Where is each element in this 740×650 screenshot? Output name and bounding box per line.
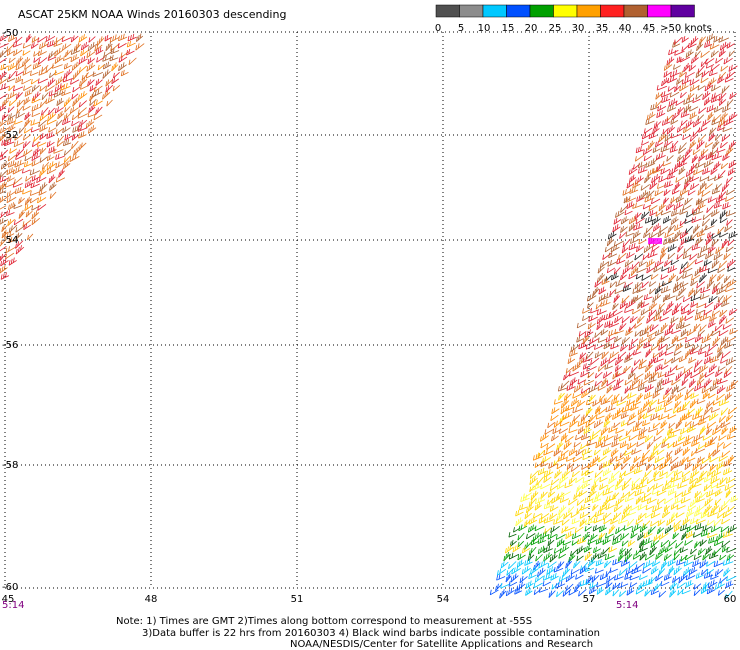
legend-label: 35 [596,23,609,34]
longitude-tick-label: 51 [291,594,304,605]
longitude-tick-label: 45 [2,594,15,605]
legend-label: 40 [619,23,632,34]
latitude-tick-label: -54 [2,235,18,246]
latitude-tick-label: -58 [2,460,18,471]
legend-label: 10 [478,23,491,34]
legend-label: 15 [502,23,515,34]
wind-speed-legend: 0 5 10 15 20 25 30 35 40 45 >50 knots [435,4,712,34]
legend-swatch [670,4,695,18]
latitude-tick-label: -50 [2,28,18,39]
pass-time-label: 5:14 [616,600,638,610]
longitude-tick-label: 54 [437,594,450,605]
latitude-tick-label: -52 [2,130,18,141]
axis-labels: 45 48 51 54 57 60 -50 -52 -54 -56 -58 -60 [2,28,737,605]
legend-label: 20 [525,23,538,34]
longitude-tick-label: 60 [724,594,737,605]
longitude-tick-label: 48 [145,594,158,605]
legend-label: 0 [435,23,441,34]
pass-time-label: 5:14 [2,600,24,610]
legend-label: 30 [572,23,585,34]
legend-label: 45 [643,23,656,34]
note-line-1: Note: 1) Times are GMT 2)Times along bot… [116,616,533,627]
wind-map: 45 48 51 54 57 60 -50 -52 -54 -56 -58 -60 5:14 5:14 [0,28,739,610]
note-line-3: NOAA/NESDIS/Center for Satellite Applica… [290,639,594,650]
map-title: ASCAT 25KM NOAA Winds 20160303 descendin… [18,8,287,21]
longitude-tick-label: 57 [583,594,596,605]
latitude-tick-label: -56 [2,340,18,351]
legend-label: >50 knots [660,23,712,34]
latitude-tick-label: -60 [2,582,18,593]
legend-label: 25 [549,23,562,34]
legend-label: 5 [458,23,464,34]
note-line-2: 3)Data buffer is 22 hrs from 20160303 4)… [142,628,600,639]
wind-barb-swaths [0,33,739,600]
